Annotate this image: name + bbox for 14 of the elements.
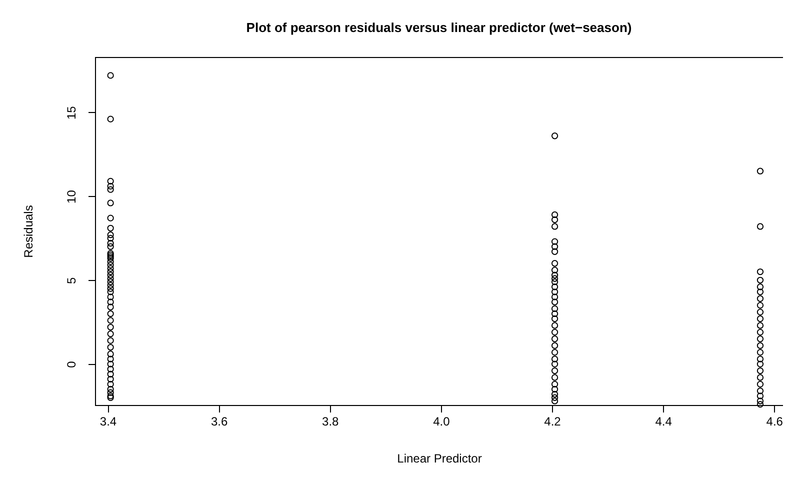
x-tick-label: 4.2: [544, 414, 562, 428]
y-axis-title: Residuals: [22, 205, 36, 258]
x-tick-label: 3.8: [322, 414, 340, 428]
x-tick-label: 4.0: [433, 414, 450, 428]
y-tick-label: 15: [64, 106, 78, 120]
y-tick-label: 10: [64, 190, 78, 204]
chart-title: Plot of pearson residuals versus linear predictor (wet−season): [246, 20, 632, 35]
x-tick-label: 3.6: [210, 414, 228, 428]
x-tick-label: 4.4: [655, 414, 672, 428]
y-tick-label: 5: [64, 277, 78, 284]
y-tick-label: 0: [64, 360, 78, 368]
x-tick-label: 4.6: [766, 414, 784, 428]
x-axis-title: Linear Predictor: [397, 452, 482, 466]
x-tick-label: 3.4: [100, 414, 117, 428]
